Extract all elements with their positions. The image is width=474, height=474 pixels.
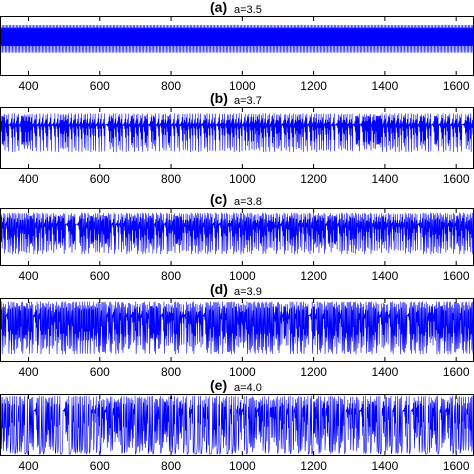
x-tick-label: 1400: [372, 365, 399, 379]
series-line: [0, 395, 474, 455]
x-tick-label: 1200: [300, 459, 327, 473]
x-tick-label: 400: [18, 172, 38, 186]
x-tick-label: 400: [18, 79, 38, 93]
panel-parameter: a=3.5: [234, 4, 262, 16]
panel-c: 400 600 800 1000 1200 1400 1600 (c) a=3.8: [0, 191, 474, 283]
x-tick-label: 1000: [229, 79, 256, 93]
panel-letter: (a): [210, 0, 227, 15]
x-tick-label: 1200: [300, 79, 327, 93]
panel-a: 400 600 800 1000 1200 1400 1600 (a) a=3.5: [0, 0, 474, 93]
x-tick-label: 800: [161, 172, 181, 186]
x-tick-label: 400: [18, 269, 38, 283]
panel-parameter: a=4.0: [234, 382, 262, 394]
x-tick-label: 1600: [443, 365, 470, 379]
panel-parameter: a=3.8: [234, 196, 262, 208]
panel-letter: (e): [210, 377, 227, 393]
x-tick-label: 1600: [443, 459, 470, 473]
panel-letter: (b): [210, 90, 228, 106]
panel-letter: (c): [210, 191, 227, 207]
series-line: [0, 212, 474, 255]
x-tick-label: 600: [90, 79, 110, 93]
panel-b: 400 600 800 1000 1200 1400 1600 (b) a=3.7: [0, 90, 474, 186]
x-tick-label: 600: [90, 269, 110, 283]
panel-parameter: a=3.7: [234, 95, 262, 107]
x-tick-label: 1000: [229, 459, 256, 473]
series-line: [0, 301, 474, 355]
x-tick-label: 1600: [443, 172, 470, 186]
x-tick-label: 1000: [229, 269, 256, 283]
panel-e: 400 600 800 1000 1200 1400 1600 (e) a=4.0: [0, 377, 474, 473]
x-tick-label: 800: [161, 269, 181, 283]
x-tick-label: 600: [90, 459, 110, 473]
panel-letter: (d): [210, 281, 228, 297]
x-tick-label: 1200: [300, 365, 327, 379]
x-tick-label: 800: [161, 365, 181, 379]
x-tick-label: 400: [18, 365, 38, 379]
x-tick-label: 800: [161, 459, 181, 473]
panel-parameter: a=3.9: [234, 286, 262, 298]
series-line: [0, 24, 474, 53]
x-tick-label: 1200: [300, 172, 327, 186]
x-tick-label: 1200: [300, 269, 327, 283]
x-tick-label: 1400: [372, 172, 399, 186]
series-line: [0, 113, 474, 153]
x-tick-label: 800: [161, 79, 181, 93]
x-tick-label: 400: [18, 459, 38, 473]
x-tick-label: 1400: [372, 459, 399, 473]
x-tick-label: 1600: [443, 269, 470, 283]
x-tick-label: 1000: [229, 172, 256, 186]
x-tick-label: 1600: [443, 79, 470, 93]
x-tick-label: 1400: [372, 79, 399, 93]
x-tick-label: 600: [90, 365, 110, 379]
x-tick-label: 1000: [229, 365, 256, 379]
x-tick-label: 1400: [372, 269, 399, 283]
panel-d: 400 600 800 1000 1200 1400 1600 (d) a=3.9: [0, 281, 474, 379]
x-tick-label: 600: [90, 172, 110, 186]
